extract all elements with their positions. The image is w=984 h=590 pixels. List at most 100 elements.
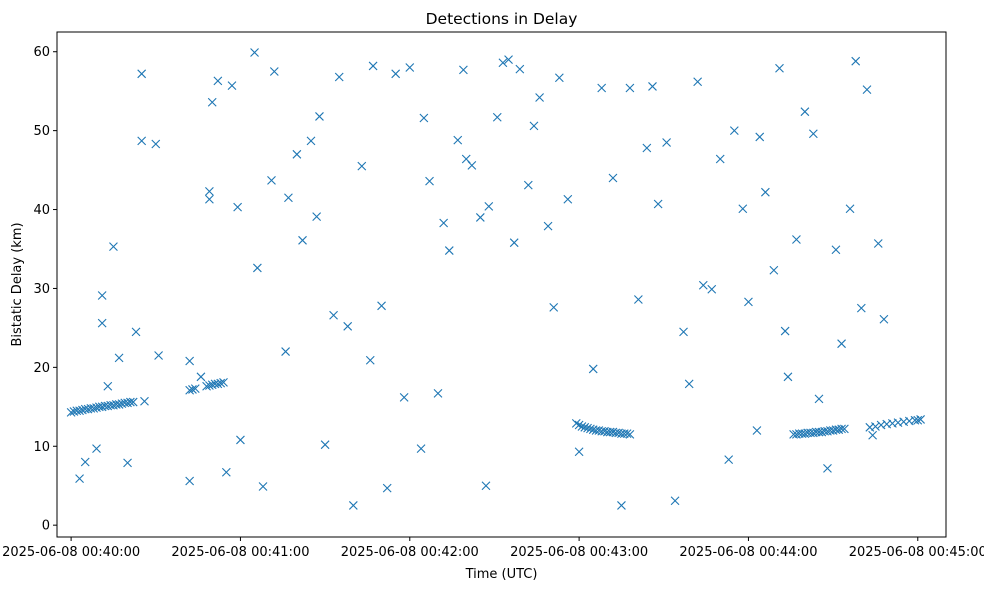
data-point: [608, 173, 618, 183]
data-point: [831, 245, 841, 255]
data-point: [800, 107, 810, 117]
data-point: [871, 422, 880, 431]
data-point: [679, 327, 688, 337]
data-point: [580, 422, 590, 432]
data-point: [151, 139, 161, 149]
x-tick-label: 2025-06-08 00:40:00: [2, 545, 140, 560]
data-point: [207, 97, 217, 107]
data-point: [315, 112, 324, 121]
data-point: [125, 397, 135, 407]
data-point: [862, 85, 872, 94]
data-point: [405, 63, 415, 72]
data-point: [625, 430, 635, 439]
data-point: [306, 136, 316, 146]
data-point: [453, 135, 463, 145]
data-point: [648, 82, 657, 91]
data-point: [233, 202, 243, 212]
data-point: [459, 65, 468, 75]
data-point: [515, 64, 525, 74]
data-point: [433, 389, 443, 398]
x-axis-label: Time (UTC): [465, 567, 538, 582]
data-point: [284, 193, 293, 203]
data-point: [780, 326, 790, 336]
x-tick-label: 2025-06-08 00:45:00: [849, 545, 984, 560]
data-point: [382, 483, 392, 493]
data-point: [481, 481, 491, 491]
data-point: [814, 394, 824, 404]
data-point: [205, 381, 214, 390]
x-tick-label: 2025-06-08 00:41:00: [171, 545, 309, 560]
y-tick-label: 40: [33, 203, 50, 218]
data-point: [188, 385, 197, 394]
data-point: [185, 385, 195, 395]
data-point: [845, 204, 855, 214]
data-point: [419, 113, 429, 123]
data-point: [752, 426, 762, 435]
data-point: [837, 424, 846, 434]
data-point: [103, 381, 113, 391]
data-point: [543, 221, 553, 231]
data-point: [475, 213, 485, 222]
data-point: [467, 160, 477, 170]
data-point: [554, 73, 564, 83]
data-point: [137, 136, 147, 146]
data-point: [617, 501, 626, 510]
data-point: [563, 194, 573, 204]
data-markers: [66, 48, 925, 510]
data-point: [492, 112, 502, 122]
x-tick-label: 2025-06-08 00:43:00: [510, 545, 648, 560]
y-tick-label: 60: [33, 45, 50, 60]
data-point: [622, 429, 632, 439]
data-point: [205, 194, 214, 204]
data-point: [80, 457, 90, 467]
data-point: [625, 83, 635, 93]
data-point: [416, 444, 426, 454]
data-point: [312, 212, 322, 222]
data-point: [913, 415, 923, 425]
data-point: [128, 397, 138, 407]
data-point: [684, 379, 694, 389]
data-point: [744, 297, 753, 307]
data-point: [523, 180, 533, 190]
data-point: [213, 76, 223, 86]
data-point: [334, 72, 344, 82]
data-point: [873, 239, 883, 248]
data-point: [140, 396, 149, 406]
data-point: [227, 81, 237, 91]
data-point: [357, 161, 367, 171]
data-point: [769, 265, 779, 275]
data-point: [738, 204, 748, 214]
data-point: [205, 187, 214, 196]
data-point: [123, 458, 132, 468]
data-point: [269, 67, 279, 76]
data-point: [504, 55, 513, 65]
data-point: [343, 321, 353, 331]
data-point: [114, 400, 124, 409]
data-point: [755, 132, 765, 142]
plot-frame: [56, 31, 947, 538]
data-point: [571, 418, 581, 428]
data-point: [715, 154, 725, 164]
data-point: [792, 235, 801, 244]
data-point: [868, 430, 878, 440]
data-point: [583, 423, 592, 433]
data-point: [185, 476, 195, 486]
data-point: [114, 353, 124, 363]
data-point: [856, 303, 866, 313]
data-point: [109, 242, 118, 252]
data-point: [729, 126, 739, 136]
data-point: [97, 318, 107, 328]
data-point: [97, 291, 107, 300]
data-point: [509, 238, 519, 248]
data-point: [348, 501, 358, 510]
data-point: [574, 447, 584, 457]
data-point: [444, 246, 454, 255]
data-point: [250, 48, 259, 57]
y-tick-label: 10: [33, 440, 50, 455]
data-point: [190, 384, 200, 394]
data-point: [851, 56, 861, 66]
data-point: [535, 93, 544, 102]
data-point: [586, 424, 595, 434]
